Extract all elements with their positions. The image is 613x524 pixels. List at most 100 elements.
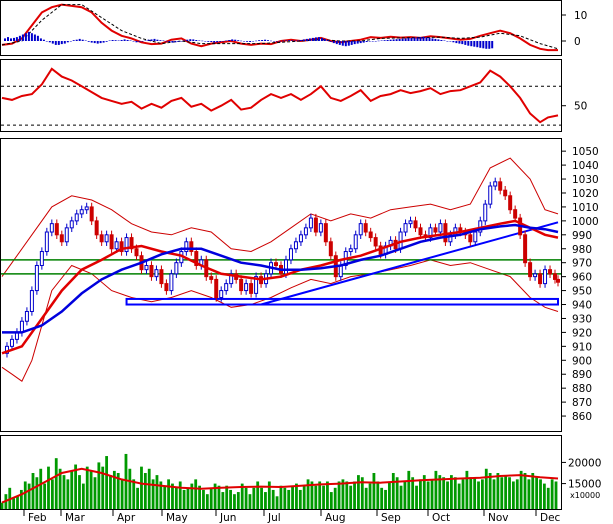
macd-histogram-bar xyxy=(63,41,66,44)
macd-histogram-bar xyxy=(407,38,410,41)
candle-body xyxy=(174,262,179,275)
volume-bar xyxy=(78,475,81,509)
macd-histogram-bar xyxy=(189,39,192,41)
volume-bar xyxy=(484,468,488,509)
volume-bar xyxy=(519,470,523,509)
macd-histogram-bar xyxy=(252,41,255,42)
month-label: Jul xyxy=(267,512,281,524)
trendline xyxy=(260,221,559,306)
macd-histogram-bar xyxy=(123,39,126,41)
macd-histogram-bar xyxy=(302,39,305,41)
macd-histogram-bar xyxy=(267,40,269,41)
candle-body xyxy=(244,283,249,292)
volume-bar xyxy=(23,481,27,509)
volume-bar xyxy=(233,494,236,509)
volume-bar xyxy=(194,479,198,509)
macd-histogram-bar xyxy=(308,38,311,41)
macd-histogram-bar xyxy=(255,40,258,42)
macd-histogram-bar xyxy=(30,33,33,41)
candle-body xyxy=(303,227,308,236)
macd-histogram-bar xyxy=(356,41,359,44)
volume-bar xyxy=(345,481,349,509)
volume-bar xyxy=(504,475,508,509)
macd-histogram-bar xyxy=(461,41,464,45)
macd-histogram-bar xyxy=(39,38,42,41)
macd-histogram-bar xyxy=(207,41,210,42)
macd-histogram-bar xyxy=(470,41,473,47)
volume-bar xyxy=(93,477,97,509)
macd-histogram-bar xyxy=(288,40,290,41)
rsi-tick-labels: 50 xyxy=(562,101,587,113)
candle-body xyxy=(224,283,229,292)
volume-bar xyxy=(205,494,209,509)
macd-histogram-bar xyxy=(231,39,234,41)
macd-histogram-bar xyxy=(401,38,404,41)
price-tick-label: 890 xyxy=(572,369,592,381)
macd-histogram-bar xyxy=(285,40,287,41)
volume-moving-average xyxy=(1,467,559,504)
macd-histogram-bar xyxy=(150,39,153,41)
price-tick-label: 1030 xyxy=(572,174,599,186)
volume-bar xyxy=(283,487,287,509)
candle-body xyxy=(64,227,69,243)
volume-bar xyxy=(291,485,294,509)
volume-bar xyxy=(372,473,376,509)
macd-histogram-bar xyxy=(359,41,362,44)
price-tick-label: 920 xyxy=(572,327,592,339)
macd-histogram-bar xyxy=(467,41,470,46)
volume-bar xyxy=(151,479,155,509)
macd-histogram-bar xyxy=(24,33,27,41)
moving-average-blue xyxy=(2,223,559,334)
volume-bar xyxy=(508,477,511,509)
macd-histogram-bar xyxy=(13,37,15,41)
volume-bar xyxy=(422,475,426,509)
macd-histogram-bar xyxy=(449,41,452,42)
candle-body xyxy=(154,269,159,278)
macd-tick-label: 0 xyxy=(574,36,581,48)
candle-body xyxy=(124,237,129,253)
macd-histogram-bar xyxy=(216,41,219,43)
candle-body xyxy=(318,223,323,233)
rsi-panel-frame xyxy=(0,59,562,132)
macd-histogram-bar xyxy=(126,40,129,41)
macd-histogram-bar xyxy=(42,39,45,41)
candle-body xyxy=(144,264,149,271)
candle-body xyxy=(74,213,79,222)
volume-bar xyxy=(488,473,492,509)
bollinger-upper-line xyxy=(1,157,559,277)
macd-histogram-bar xyxy=(120,40,123,41)
macd-histogram-bar xyxy=(374,41,377,42)
macd-histogram-bar xyxy=(78,38,81,41)
candle-body xyxy=(358,223,363,236)
volume-bar xyxy=(469,477,473,509)
volume-bar xyxy=(411,477,415,509)
macd-histogram-bar xyxy=(317,37,320,41)
macd-histogram-bar xyxy=(428,37,431,41)
macd-histogram-bar xyxy=(437,39,440,41)
month-label: Aug xyxy=(325,512,346,524)
volume-bar xyxy=(221,492,225,509)
macd-histogram-bar xyxy=(425,37,428,41)
price-tick-label: 880 xyxy=(572,383,592,395)
macd-histogram-bar xyxy=(350,41,353,45)
volume-panel-frame xyxy=(0,435,562,510)
price-tick-label: 1010 xyxy=(572,202,599,214)
volume-bar xyxy=(357,475,360,509)
candle-body xyxy=(134,248,139,257)
volume-bar xyxy=(105,456,109,509)
volume-bar xyxy=(31,473,35,509)
macd-histogram-bar xyxy=(138,41,141,42)
volume-bar xyxy=(349,485,353,509)
macd-histogram-bar xyxy=(60,41,63,45)
volume-series xyxy=(0,453,559,509)
price-tick-label: 960 xyxy=(572,272,592,284)
volume-bar xyxy=(85,466,89,509)
macd-histogram-bar xyxy=(392,39,395,41)
macd-histogram-bar xyxy=(234,39,237,41)
candle-body xyxy=(194,251,199,266)
candle-body xyxy=(104,234,109,243)
bollinger-lower-line xyxy=(1,259,559,382)
macd-histogram-bar xyxy=(291,40,293,41)
volume-bar xyxy=(27,483,31,509)
macd-histogram-bar xyxy=(338,41,341,45)
